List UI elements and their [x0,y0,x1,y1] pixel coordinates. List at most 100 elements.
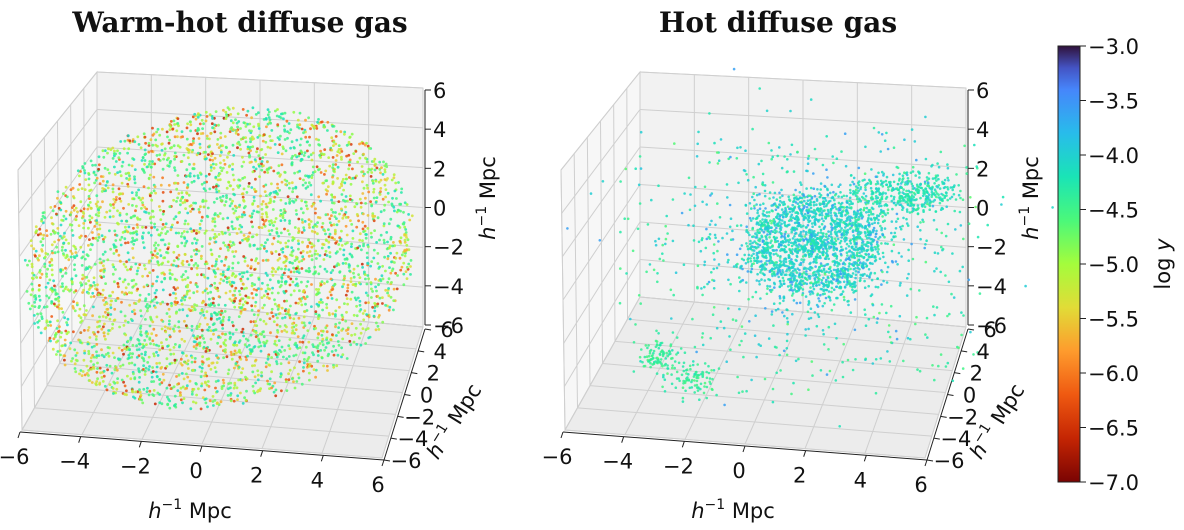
scatter-point [156,243,160,247]
scatter-point [246,122,250,126]
scatter-point [39,240,43,244]
scatter-point [324,346,328,349]
scatter-point [297,376,301,380]
scatter-point [133,175,136,179]
scatter-point [177,325,181,329]
scatter-point [62,241,65,245]
scatter-point [349,182,353,186]
scatter-point [334,142,338,146]
scatter-point [344,293,348,297]
scatter-point [254,300,258,304]
scatter-point [371,181,375,185]
scatter-point [397,181,400,184]
scatter-point [243,396,247,400]
scatter-point [191,390,194,393]
scatter-point [173,404,177,407]
scatter-point [256,147,259,151]
scatter-point [157,158,161,161]
scatter-point [634,323,637,326]
scatter-point [325,364,329,368]
scatter-point [877,237,880,240]
scatter-point [224,344,228,347]
scatter-point [317,168,320,172]
scatter-point [146,274,150,278]
scatter-point [285,357,289,361]
scatter-point [340,346,343,350]
scatter-point [83,188,87,192]
scatter-point [305,251,309,254]
scatter-point [185,384,189,388]
scatter-point [36,312,39,316]
scatter-point [33,322,36,325]
scatter-point [234,118,237,122]
scatter-point [387,222,391,226]
scatter-point [320,246,324,250]
z-tick-label: 0 [433,197,446,221]
scatter-point [287,239,290,243]
scatter-point [265,339,269,343]
scatter-point [874,285,878,289]
scatter-point [264,241,267,245]
scatter-point [146,386,149,390]
scatter-point [37,288,41,292]
scatter-point [279,198,283,202]
scatter-point [326,296,330,300]
scatter-point [284,312,288,316]
scatter-point [104,337,107,341]
scatter-point [208,158,212,162]
scatter-point [260,162,263,166]
scatter-point [127,225,131,229]
scatter-point [102,299,105,302]
scatter-point [95,335,98,338]
scatter-point [780,241,783,244]
scatter-point [347,153,351,157]
scatter-point [829,191,832,195]
scatter-point [398,256,402,260]
scatter-point [134,282,138,286]
scatter-point [911,257,915,261]
scatter-point [169,120,173,123]
scatter-point [266,292,270,296]
scatter-point [185,354,188,358]
scatter-point [72,300,75,303]
scatter-point [200,334,204,338]
scatter-point [250,308,254,312]
z-tick-label: 2 [433,157,446,181]
x-tick-mark [320,455,324,462]
scatter-point [358,156,362,160]
scatter-point [334,325,337,329]
scatter-point [372,256,376,260]
scatter-point [200,301,204,305]
scatter-point [264,271,268,275]
scatter-point [87,172,90,175]
scatter-point [277,253,281,256]
scatter-point [257,345,261,349]
scatter-point [384,162,388,166]
scatter-point [220,259,224,263]
scatter-point [276,330,280,334]
scatter-point [862,192,866,195]
scatter-point [181,201,185,205]
scatter-point [344,262,348,265]
scatter-point [285,299,289,303]
scatter-point [147,293,151,296]
scatter-point [139,330,143,334]
scatter-point [310,176,314,180]
scatter-point [224,291,228,295]
scatter-point [196,334,200,338]
scatter-point [270,291,274,295]
scatter-point [139,326,142,330]
scatter-point [214,185,218,188]
scatter-point [148,271,152,274]
scatter-point [331,210,335,214]
scatter-point [384,269,387,273]
scatter-point [281,247,285,251]
scatter-point [371,290,374,293]
scatter-point [50,268,54,272]
scatter-point [210,361,214,365]
scatter-point [151,282,155,286]
scatter-point [800,183,803,186]
scatter-point [174,311,178,315]
scatter-point [155,350,158,354]
scatter-point [168,123,172,126]
